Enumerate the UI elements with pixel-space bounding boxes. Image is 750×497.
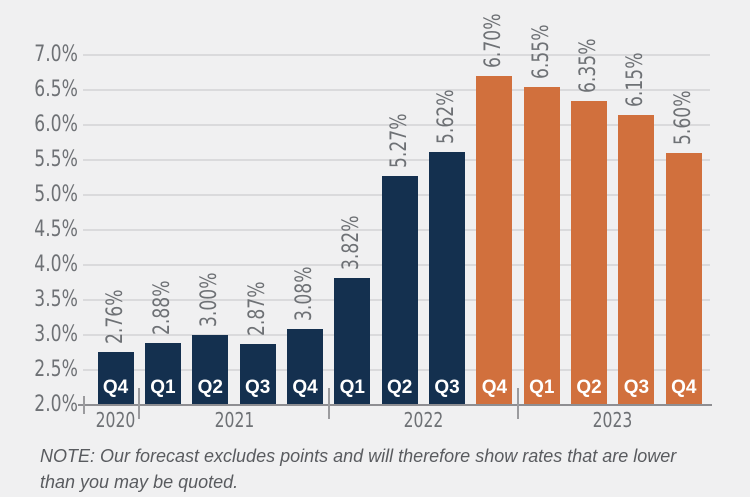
bar-q1-2021: Q1	[144, 343, 181, 404]
bar-value-text: 2.87%	[244, 281, 270, 337]
bar-quarter-label: Q4	[292, 376, 318, 398]
y-axis-tick-label: 2.5%	[10, 358, 78, 382]
footnote-line-1: NOTE: Our forecast excludes points and w…	[40, 446, 677, 466]
bar-q4-2020: Q4	[97, 351, 134, 404]
year-separator-tick	[327, 388, 330, 419]
y-axis-tick-text: 3.0%	[34, 322, 78, 347]
year-label-text: 2020	[95, 408, 136, 432]
y-axis-tick-text: 2.0%	[34, 392, 78, 417]
bar-quarter-label: Q2	[387, 376, 413, 398]
bar-value-label: 2.87%	[244, 226, 270, 337]
y-axis-tick-text: 3.5%	[34, 287, 78, 312]
y-axis-tick-text: 4.0%	[34, 252, 78, 277]
bar-value-text: 5.62%	[434, 89, 460, 144]
bar-value-label: 5.27%	[386, 58, 412, 169]
y-axis-tick-text: 7.0%	[34, 42, 78, 67]
bar-q2-2022: Q2	[381, 176, 418, 404]
gridline	[83, 159, 710, 161]
bar-q4-2023: Q4	[665, 153, 702, 404]
bar-value-text: 5.27%	[386, 113, 412, 169]
year-label-text: 2022	[403, 408, 444, 432]
bar-quarter-label: Q1	[529, 377, 555, 398]
y-axis-tick-label: 4.0%	[10, 253, 78, 277]
bar-q1-2022: Q1	[334, 277, 371, 404]
bar-value-label: 3.82%	[339, 160, 365, 270]
y-axis-tick-text: 6.5%	[34, 77, 78, 102]
bar-q2-2023: Q2	[571, 100, 608, 404]
y-axis-tick-label: 2.0%	[10, 393, 78, 417]
bar-q2-2021: Q2	[192, 335, 229, 404]
year-label-2021: 2021	[189, 409, 279, 431]
axis-start-tick	[83, 396, 85, 414]
year-label-2022: 2022	[378, 409, 468, 431]
bar-q4-2021: Q4	[287, 329, 323, 404]
bar-q3-2022: Q3	[429, 151, 466, 404]
bar-value-text: 6.15%	[623, 51, 649, 107]
bar-q1-2023: Q1	[523, 86, 560, 404]
y-axis-tick-label: 6.5%	[10, 78, 78, 102]
y-axis-tick-label: 5.5%	[10, 148, 78, 172]
y-axis-tick-label: 3.0%	[10, 323, 78, 347]
bar-value-text: 5.60%	[670, 90, 696, 145]
bar-quarter-label: Q2	[576, 377, 602, 398]
bar-value-text: 6.70%	[481, 13, 507, 68]
bar-value-label: 6.35%	[576, 0, 602, 93]
bar-value-text: 2.76%	[102, 289, 128, 344]
bar-quarter-label: Q4	[481, 377, 508, 398]
year-label-text: 2023	[592, 408, 633, 432]
y-axis-tick-text: 4.5%	[34, 217, 78, 242]
bar-quarter-label: Q3	[244, 376, 271, 398]
y-axis-tick-text: 2.5%	[34, 357, 78, 382]
y-axis-tick-text: 6.0%	[34, 112, 78, 137]
bar-value-text: 3.08%	[292, 266, 317, 322]
bar-value-label: 5.60%	[670, 35, 696, 145]
footnote-line-2: than you may be quoted.	[40, 472, 239, 492]
bar-quarter-label: Q1	[150, 376, 176, 398]
bar-quarter-label: Q4	[102, 376, 129, 398]
bar-value-text: 6.55%	[528, 23, 554, 79]
bar-quarter-label: Q1	[339, 376, 366, 398]
bar-value-label: 5.62%	[434, 34, 460, 144]
y-axis-tick-label: 6.0%	[10, 113, 78, 137]
bar-q4-2022: Q4	[476, 76, 513, 404]
y-axis-tick-text: 5.0%	[34, 182, 78, 207]
bar-quarter-label: Q3	[623, 377, 650, 398]
y-axis-tick-label: 3.5%	[10, 288, 78, 312]
bar-quarter-label: Q3	[434, 376, 460, 398]
bar-value-label: 2.88%	[149, 225, 175, 336]
bar-value-label: 2.76%	[102, 234, 128, 344]
y-axis-tick-label: 7.0%	[10, 43, 78, 67]
bar-value-text: 3.00%	[197, 272, 223, 327]
bar-value-text: 3.82%	[339, 215, 365, 270]
x-axis-line	[78, 404, 712, 406]
bar-value-label: 3.00%	[197, 217, 223, 327]
y-axis-tick-label: 4.5%	[10, 218, 78, 242]
year-label-2020: 2020	[71, 409, 161, 431]
gridline	[83, 124, 710, 126]
bar-value-text: 6.35%	[576, 37, 602, 93]
chart-footnote: NOTE: Our forecast excludes points and w…	[40, 443, 676, 495]
bar-quarter-label: Q2	[197, 377, 223, 398]
bar-quarter-label: Q4	[671, 377, 697, 398]
year-separator-tick	[517, 388, 520, 419]
y-axis-tick-label: 5.0%	[10, 183, 78, 207]
bar-value-label: 6.15%	[623, 0, 649, 107]
year-label-2023: 2023	[568, 409, 658, 431]
bar-value-label: 3.08%	[292, 211, 317, 322]
gridline	[83, 89, 710, 91]
y-axis-tick-text: 5.5%	[34, 147, 78, 172]
bar-value-text: 2.88%	[149, 280, 175, 336]
bar-value-label: 6.55%	[528, 0, 554, 79]
bar-q3-2023: Q3	[618, 114, 655, 404]
year-label-text: 2021	[214, 408, 254, 432]
bar-q3-2021: Q3	[239, 344, 276, 404]
year-separator-tick	[138, 388, 141, 419]
bar-value-label: 6.70%	[481, 0, 507, 68]
gridline	[83, 54, 710, 56]
